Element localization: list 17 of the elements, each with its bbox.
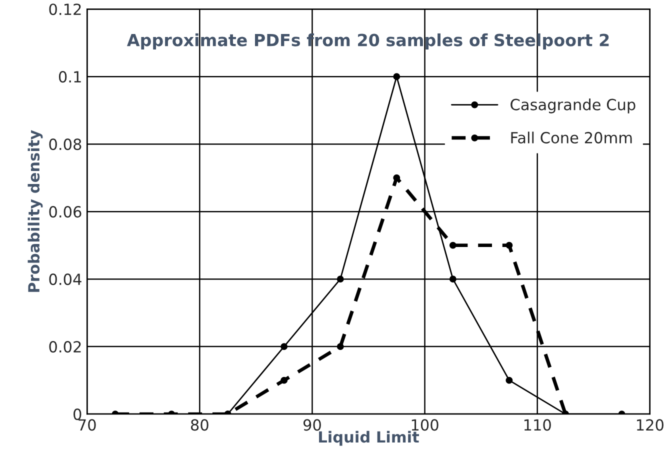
x-tick-label: 120 — [636, 419, 664, 431]
x-tick-label: 70 — [78, 419, 96, 431]
x-tick-label: 90 — [303, 419, 321, 431]
y-tick-label: 0.08 — [49, 138, 82, 150]
y-tick-label: 0.06 — [49, 206, 82, 218]
y-tick-label: 0.1 — [58, 71, 81, 83]
x-tick-label: 100 — [412, 419, 438, 431]
y-axis-title: Probability density — [28, 130, 43, 292]
x-tick-label: 80 — [190, 419, 208, 431]
y-tick-label: 0.04 — [49, 274, 82, 286]
legend-label: Fall Cone 20mm — [511, 132, 632, 144]
y-tick-label: 0.12 — [49, 4, 81, 16]
y-tick-label: 0.02 — [49, 341, 81, 353]
x-tick-label: 110 — [524, 419, 551, 431]
x-axis-title: Liquid Limit — [319, 430, 420, 446]
y-tick-label: 0 — [74, 408, 82, 420]
legend-label: Casagrande Cup — [510, 98, 636, 114]
